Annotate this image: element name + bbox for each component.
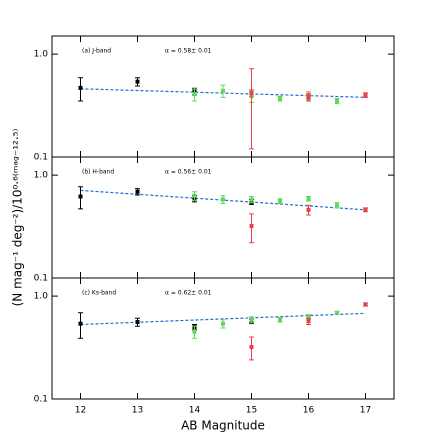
data-point	[335, 203, 339, 208]
data-point	[192, 193, 197, 198]
plot-frame	[51, 277, 395, 400]
x-tick-label: 12	[75, 406, 86, 416]
y-tick-label: 0.1	[34, 153, 48, 163]
panel-title: (b) H-band	[82, 169, 114, 176]
y-tick-label: 1.0	[34, 50, 49, 60]
data-point	[249, 224, 254, 229]
data-point	[306, 95, 311, 100]
data-point	[278, 199, 282, 204]
data-point	[335, 99, 339, 104]
data-point	[192, 329, 197, 334]
data-point	[249, 345, 254, 350]
panel-annotation: α = 0.56± 0.01	[165, 169, 212, 176]
data-point	[249, 317, 254, 322]
x-tick-label: 13	[132, 406, 143, 416]
data-point	[192, 91, 197, 96]
error-bar	[249, 213, 254, 244]
panel-title: (c) Ks-band	[82, 290, 116, 297]
panel-annotation: α = 0.62± 0.01	[165, 290, 212, 297]
fit-line	[80, 312, 366, 326]
data-point	[135, 79, 140, 84]
data-point	[363, 207, 368, 212]
error-bar	[249, 68, 254, 150]
data-point	[249, 90, 254, 95]
data-point	[306, 314, 311, 319]
data-point	[78, 85, 83, 90]
x-axis-label: AB Magnitude	[181, 419, 265, 433]
data-point	[78, 194, 83, 199]
data-point	[221, 321, 225, 326]
y-tick-label: 0.1	[34, 274, 48, 284]
data-point	[335, 310, 339, 315]
data-point	[363, 93, 368, 98]
data-point	[221, 197, 225, 202]
data-point	[135, 320, 140, 325]
data-point	[78, 321, 83, 326]
data-point	[221, 88, 225, 93]
x-tick-label: 17	[360, 406, 371, 416]
y-axis-label: (N mag⁻¹ deg⁻²)/10⁰·⁶⁽ᵐᵃᵍ⁻¹²·⁵⁾	[11, 129, 25, 307]
panel-title: (a) J-band	[82, 48, 111, 55]
y-tick-label: 1.0	[34, 292, 49, 302]
data-point	[135, 189, 140, 194]
data-point	[278, 96, 282, 101]
data-point	[306, 319, 311, 324]
data-point	[306, 207, 311, 212]
x-tick-label: 16	[303, 406, 315, 416]
x-tick-label: 14	[189, 406, 201, 416]
x-tick-label: 15	[246, 406, 257, 416]
data-point	[306, 196, 311, 201]
y-tick-label: 1.0	[34, 171, 49, 181]
panel-annotation: α = 0.58± 0.01	[165, 48, 212, 55]
data-point	[249, 197, 254, 202]
data-point	[363, 302, 368, 307]
data-point	[278, 317, 282, 322]
y-tick-label: 0.1	[34, 395, 48, 405]
